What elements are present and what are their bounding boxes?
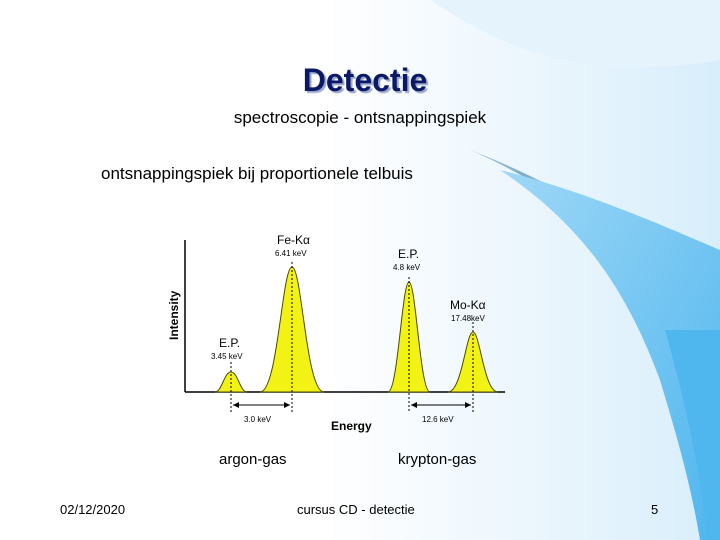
gap-arrowhead-left-a [233,402,239,408]
label-ep-argon: E.P. [219,336,240,350]
spectrum-figure: Intensity Energy Fe-Kα 6.41 keV E.P. 4.8… [167,233,505,433]
label-mo-energy: 17.48keV [451,314,485,323]
label-gap-right: 12.6 keV [422,415,454,424]
caption-argon: argon-gas [219,451,287,468]
bullet-text: ontsnappingspiek bij proportionele telbu… [101,164,413,183]
gap-arrowhead-left-b [284,402,290,408]
label-ep-krypton-energy: 4.8 keV [393,263,421,272]
label-ep-krypton: E.P. [398,247,419,261]
decorative-wave-edge [665,330,720,540]
x-axis-label: Energy [331,419,372,433]
label-gap-left: 3.0 keV [244,415,272,424]
y-axis-label: Intensity [167,290,181,340]
footer-date: 02/12/2020 [60,502,126,517]
decorative-wave-blue [500,170,720,540]
slide-subtitle: spectroscopie - ontsnappingspiek [233,108,487,127]
decorative-wave-light [430,0,720,68]
caption-krypton: krypton-gas [398,451,477,468]
peak-fe-kalpha [259,266,325,393]
slide-title: Detectie [302,62,428,98]
label-fe-peak: Fe-Kα [277,233,310,247]
label-ep-argon-energy: 3.45 keV [211,352,243,361]
footer-center: cursus CD - detectie [297,502,415,517]
gap-arrowhead-right-a [411,402,417,408]
gap-arrowhead-right-b [465,402,471,408]
label-fe-energy: 6.41 keV [275,249,307,258]
footer-page-number: 5 [651,502,659,517]
label-mo-peak: Mo-Kα [450,298,486,312]
